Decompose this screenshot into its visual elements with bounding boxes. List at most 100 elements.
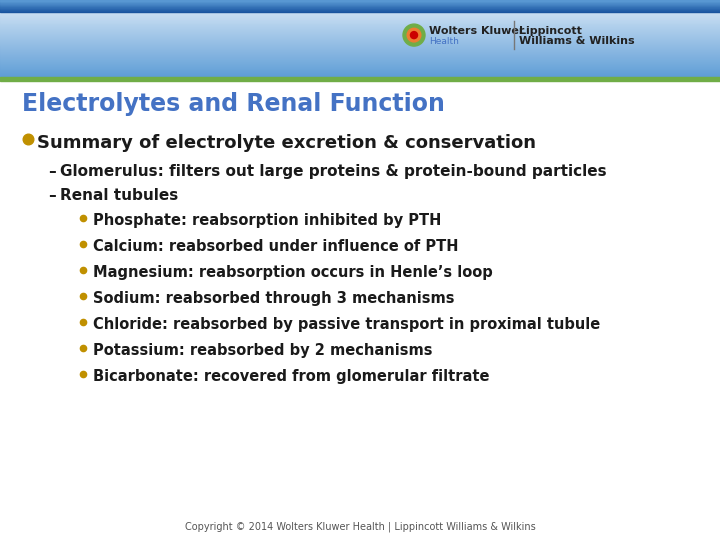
Circle shape xyxy=(408,28,420,42)
Bar xyxy=(0,32,720,33)
Bar xyxy=(0,0,720,1)
Text: Glomerulus: filters out large proteins & protein-bound particles: Glomerulus: filters out large proteins &… xyxy=(60,164,607,179)
Bar xyxy=(0,49,720,50)
Text: Bicarbonate: recovered from glomerular filtrate: Bicarbonate: recovered from glomerular f… xyxy=(93,369,490,384)
Circle shape xyxy=(410,31,418,39)
Bar xyxy=(0,21,720,23)
Bar xyxy=(0,3,720,4)
Bar xyxy=(0,62,720,64)
Text: Electrolytes and Renal Function: Electrolytes and Renal Function xyxy=(22,92,445,116)
Bar xyxy=(0,28,720,29)
Bar xyxy=(0,19,720,21)
Bar xyxy=(0,12,720,14)
Text: Phosphate: reabsorption inhibited by PTH: Phosphate: reabsorption inhibited by PTH xyxy=(93,213,441,228)
Bar xyxy=(0,56,720,58)
Bar xyxy=(0,9,720,11)
Text: Chloride: reabsorbed by passive transport in proximal tubule: Chloride: reabsorbed by passive transpor… xyxy=(93,318,600,332)
Bar xyxy=(0,2,720,3)
Bar xyxy=(0,8,720,9)
Bar xyxy=(0,0,720,1)
Bar xyxy=(0,11,720,12)
Bar xyxy=(0,58,720,60)
Bar xyxy=(0,13,720,15)
Bar xyxy=(0,77,720,78)
Bar xyxy=(0,71,720,72)
Text: Williams & Wilkins: Williams & Wilkins xyxy=(519,36,634,46)
Bar xyxy=(0,2,720,3)
Bar xyxy=(0,15,720,17)
Bar xyxy=(0,68,720,70)
Bar xyxy=(0,16,720,18)
Text: Copyright © 2014 Wolters Kluwer Health | Lippincott Williams & Wilkins: Copyright © 2014 Wolters Kluwer Health |… xyxy=(184,522,536,532)
Text: Summary of electrolyte excretion & conservation: Summary of electrolyte excretion & conse… xyxy=(37,134,536,152)
Bar xyxy=(0,20,720,22)
Bar xyxy=(0,8,720,10)
Bar xyxy=(0,50,720,51)
Bar xyxy=(0,25,720,26)
Bar xyxy=(0,3,720,5)
Bar xyxy=(0,61,720,63)
Bar xyxy=(0,72,720,73)
Text: Sodium: reabsorbed through 3 mechanisms: Sodium: reabsorbed through 3 mechanisms xyxy=(93,291,454,306)
Bar xyxy=(0,18,720,19)
Bar xyxy=(0,36,720,37)
Bar xyxy=(0,74,720,76)
Bar xyxy=(0,64,720,65)
Bar xyxy=(0,7,720,8)
Bar xyxy=(0,55,720,56)
Bar xyxy=(0,4,720,5)
Bar xyxy=(0,1,720,2)
Bar xyxy=(0,5,720,7)
Bar xyxy=(0,8,720,9)
Bar xyxy=(0,67,720,69)
Bar xyxy=(0,59,720,60)
Bar xyxy=(0,75,720,76)
Text: Magnesium: reabsorption occurs in Henle’s loop: Magnesium: reabsorption occurs in Henle’… xyxy=(93,265,492,280)
Bar xyxy=(0,29,720,30)
Bar xyxy=(0,44,720,46)
Bar xyxy=(0,10,720,11)
Bar xyxy=(0,9,720,10)
Bar xyxy=(0,6,720,8)
Text: Lippincott: Lippincott xyxy=(519,26,582,36)
Bar xyxy=(0,30,720,31)
Bar xyxy=(0,1,720,2)
Bar xyxy=(0,23,720,24)
Bar xyxy=(0,39,720,40)
Bar xyxy=(0,45,720,47)
Bar xyxy=(0,35,720,36)
Bar xyxy=(0,60,720,62)
Bar xyxy=(0,53,720,55)
Bar xyxy=(0,14,720,16)
Text: Calcium: reabsorbed under influence of PTH: Calcium: reabsorbed under influence of P… xyxy=(93,239,459,254)
Bar xyxy=(0,42,720,43)
Bar xyxy=(0,22,720,23)
Bar xyxy=(0,6,720,8)
Bar xyxy=(0,26,720,28)
Text: –: – xyxy=(48,188,55,203)
Bar xyxy=(0,70,720,71)
Text: Wolters Kluwer: Wolters Kluwer xyxy=(429,26,524,36)
Bar xyxy=(0,5,720,6)
Bar xyxy=(0,24,720,25)
Bar xyxy=(0,0,720,1)
Bar xyxy=(0,4,720,5)
Bar xyxy=(0,44,720,45)
Text: Health: Health xyxy=(429,37,459,45)
Bar xyxy=(0,63,720,65)
Bar xyxy=(0,8,720,9)
Bar xyxy=(0,27,720,29)
Bar xyxy=(0,3,720,4)
Bar xyxy=(0,51,720,53)
Bar xyxy=(0,33,720,34)
Bar xyxy=(0,76,720,77)
Bar xyxy=(0,5,720,6)
Bar xyxy=(0,10,720,11)
Text: –: – xyxy=(48,164,55,179)
Bar xyxy=(0,1,720,2)
Bar xyxy=(0,3,720,4)
Text: Renal tubules: Renal tubules xyxy=(60,188,179,203)
Bar xyxy=(0,69,720,71)
Bar xyxy=(0,48,720,49)
Bar xyxy=(0,55,720,57)
